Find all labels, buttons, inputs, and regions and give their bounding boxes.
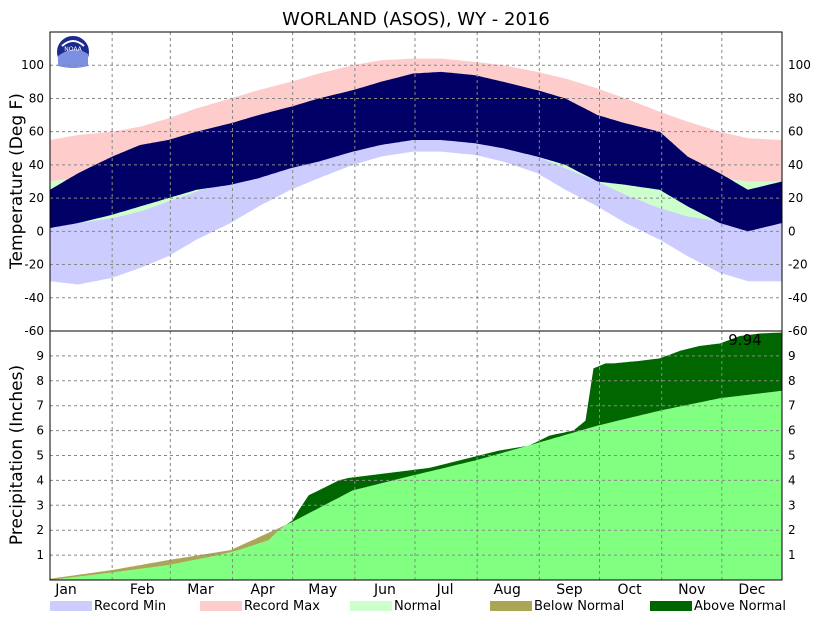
temperature-tick-left: -60 [24,324,44,338]
precipitation-tick-left: 4 [36,473,44,487]
chart-title: WORLAND (ASOS), WY - 2016 [282,9,550,30]
precipitation-tick-left: 8 [36,374,44,388]
month-label: Sep [556,582,583,598]
temperature-tick-right: 80 [788,91,803,105]
month-label: May [308,582,337,598]
temperature-tick-left: 60 [29,125,44,139]
temperature-grid [50,32,782,331]
legend-label: Below Normal [534,599,624,614]
precipitation-tick-left: 7 [36,399,44,413]
temperature-ylabel: Temperature (Deg F) [7,93,27,270]
temperature-panel: -60 -60 -40 -40 -20 -20 0 0 20 20 40 40 60 60 80 80 100 1… [7,31,811,338]
precipitation-tick-left: 6 [36,424,44,438]
temperature-tick-left: 100 [21,58,44,72]
record-min-area [50,136,782,285]
precipitation-tick-right: 6 [788,424,796,438]
noaa-logo-text: NOAA [64,46,82,53]
temperature-tick-right: -40 [788,291,808,305]
legend-swatch [650,601,692,611]
month-label: Feb [130,582,155,598]
precipitation-tick-right: 8 [788,374,796,388]
temperature-tick-left: 80 [29,91,44,105]
legend-label: Above Normal [694,599,786,614]
temperature-tick-right: 20 [788,191,803,205]
month-label: Dec [738,582,765,598]
record-max-area [50,58,782,182]
temperature-tick-left: -40 [24,291,44,305]
legend-label: Record Min [94,599,166,614]
temperature-fills [50,58,782,285]
temperature-tick-left: 40 [29,158,44,172]
precipitation-tick-left: 5 [36,449,44,463]
precipitation-frame [49,330,783,581]
month-label: Jul [436,582,454,598]
legend-label: Record Max [244,599,320,614]
legend-swatch [200,601,242,611]
temperature-tick-right: 40 [788,158,803,172]
precipitation-grid [50,331,782,580]
legend-swatch [350,601,392,611]
legend: Record Min Record Max Normal Below Normal Ab… [50,599,786,614]
month-label: Mar [187,582,214,598]
precipitation-tick-right: 9 [788,349,796,363]
noaa-logo: NOAA [55,34,91,70]
legend-swatch [50,601,92,611]
legend-swatch [490,601,532,611]
precipitation-tick-right: 4 [788,473,796,487]
temperature-tick-right: -20 [788,258,808,272]
precipitation-tick-right: 5 [788,449,796,463]
normal-precip-area [50,390,782,580]
precipitation-ylabel: Precipitation (Inches) [7,365,27,545]
month-label: Aug [494,582,521,598]
month-label: Nov [678,582,705,598]
precipitation-tick-right: 2 [788,523,796,537]
month-label: Jan [54,582,77,598]
precipitation-fills [50,332,782,580]
temperature-tick-right: 100 [788,58,811,72]
month-label: Oct [617,582,642,598]
temperature-tick-right: 60 [788,125,803,139]
observed-temperature-area [50,71,782,232]
temperature-tick-left: -20 [24,258,44,272]
precipitation-total-label: 9.94 [728,331,761,349]
month-label: Apr [250,582,274,598]
temperature-tick-right: 0 [788,224,796,238]
precipitation-tick-left: 2 [36,523,44,537]
precipitation-tick-right: 7 [788,399,796,413]
precipitation-tick-labels: 1 1 2 2 3 3 4 4 5 5 6 6 7 7 8 8 9 9 [36,349,795,562]
precipitation-tick-right: 3 [788,498,796,512]
legend-label: Normal [394,599,441,614]
temperature-tick-left: 0 [36,224,44,238]
month-label: Jun [373,582,396,598]
precipitation-tick-left: 9 [36,349,44,363]
temperature-tick-labels: -60 -60 -40 -40 -20 -20 0 0 20 20 40 40 60 60 80 80 100 1… [21,58,811,338]
precipitation-panel: 1 1 2 2 3 3 4 4 5 5 6 6 7 7 8 8 9 9 9.94 Precipitation (I… [7,330,796,581]
precipitation-tick-left: 3 [36,498,44,512]
precipitation-tick-right: 1 [788,548,796,562]
precipitation-tick-left: 1 [36,548,44,562]
temperature-tick-right: -60 [788,324,808,338]
above-normal-precip-area [50,332,782,579]
month-labels: Jan Feb Mar Apr May Jun Jul Aug Sep Oct Nov Dec [54,582,765,598]
temperature-tick-left: 20 [29,191,44,205]
